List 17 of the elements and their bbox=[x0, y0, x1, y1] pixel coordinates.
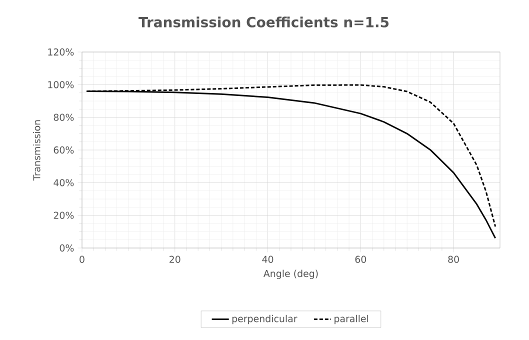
legend-label: perpendicular bbox=[232, 314, 298, 324]
x-tick-label: 80 bbox=[448, 256, 459, 263]
y-axis-title: Transmission bbox=[33, 120, 40, 181]
y-tick-label: 40% bbox=[54, 179, 74, 186]
y-tick-label: 120% bbox=[48, 48, 74, 56]
chart-title: Transmission Coefficients n=1.5 bbox=[138, 16, 389, 28]
legend-label: parallel bbox=[334, 314, 368, 324]
x-tick-label: 20 bbox=[170, 256, 180, 263]
y-tick-label: 60% bbox=[54, 146, 74, 154]
y-tick-label: 20% bbox=[54, 212, 74, 219]
x-tick-label: 0 bbox=[80, 256, 84, 263]
y-tick-label: 0% bbox=[60, 244, 74, 252]
x-axis-title: Angle (deg) bbox=[263, 270, 318, 279]
x-tick-label: 40 bbox=[262, 256, 274, 263]
y-tick-label: 100% bbox=[48, 81, 74, 88]
x-tick-label: 60 bbox=[355, 256, 366, 263]
y-tick-label: 80% bbox=[54, 114, 74, 121]
